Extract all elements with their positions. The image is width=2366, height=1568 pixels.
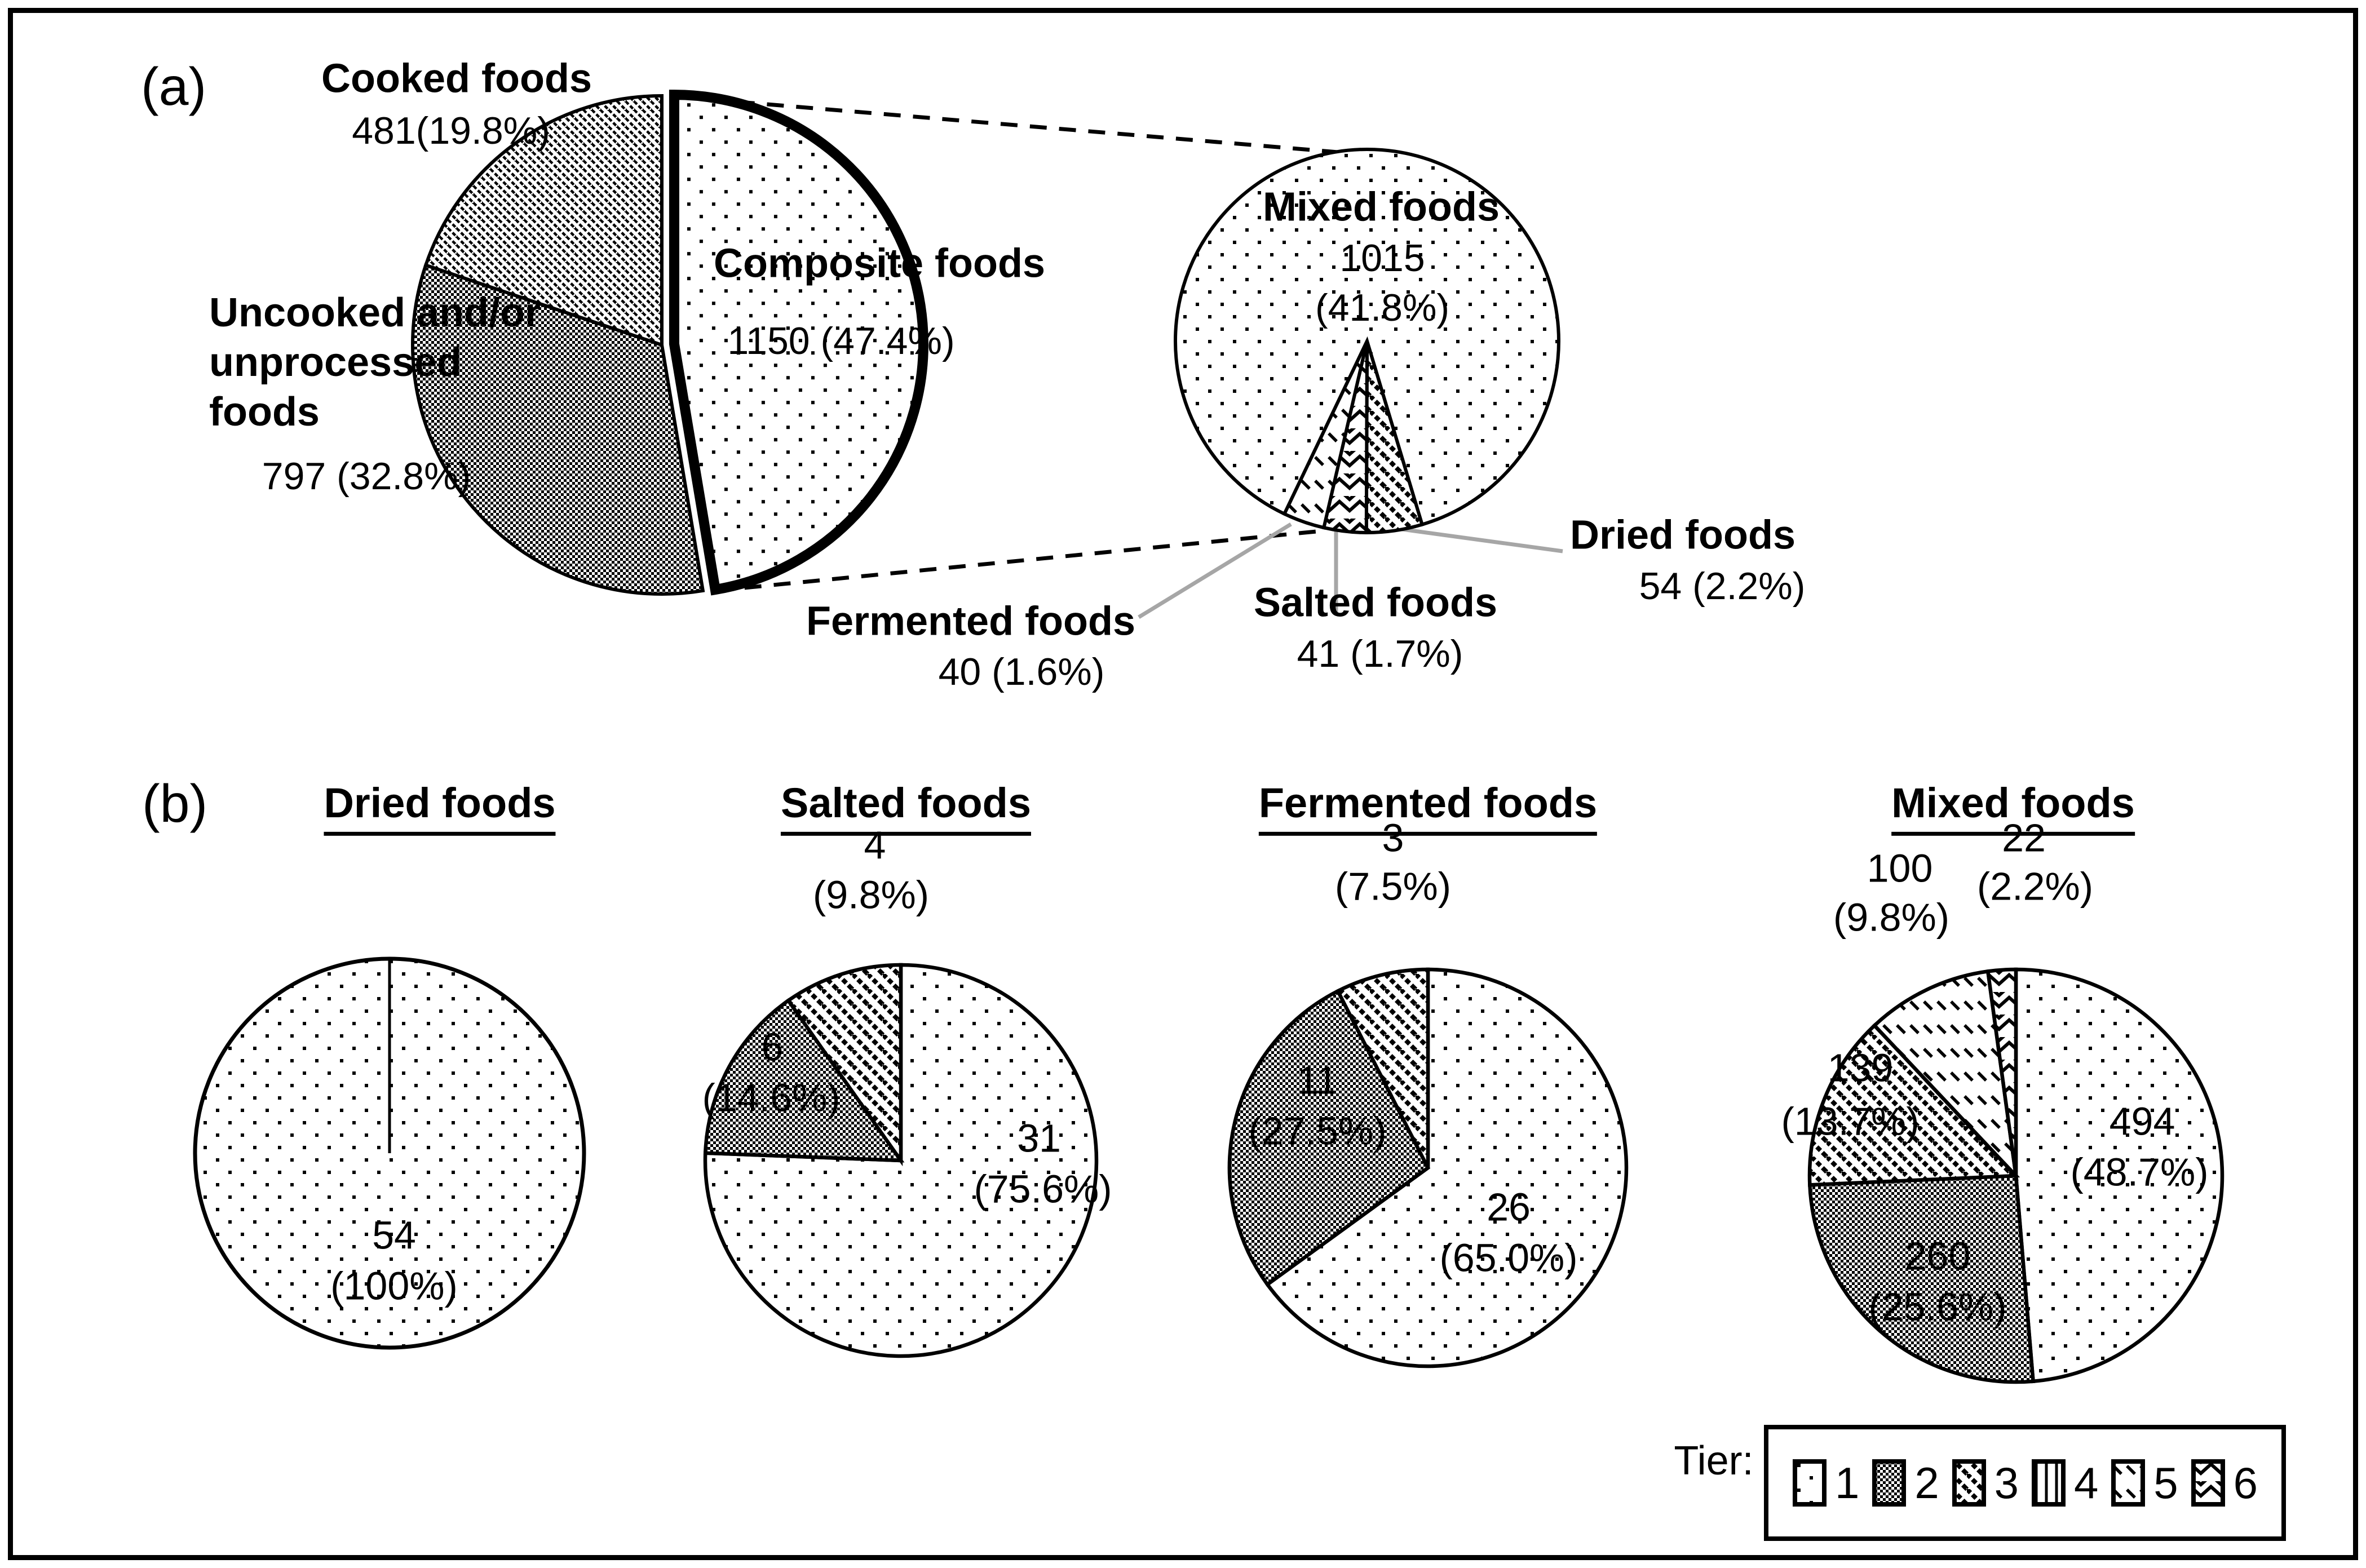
mixed-tier1-pct: (48.7%) bbox=[2070, 1150, 2209, 1194]
chart-title-fermented: Fermented foods bbox=[1258, 778, 1598, 836]
panel-b-tag: (b) bbox=[142, 774, 208, 834]
tier-legend: 1 2 3 4 5 6 bbox=[1764, 1425, 2286, 1541]
slice-salted-tier-3 bbox=[785, 963, 903, 1167]
salted-tier1-count: 31 bbox=[1017, 1116, 1061, 1161]
callout-dashed-line-bottom bbox=[715, 529, 1323, 593]
mixed-foods-pct: (41.8%) bbox=[1315, 286, 1450, 329]
salted-foods-value: 41 (1.7%) bbox=[1297, 632, 1463, 675]
salted-tier2-count: 6 bbox=[761, 1025, 784, 1069]
legend-item-tier-5: 5 bbox=[2111, 1458, 2178, 1509]
tier-2-swatch bbox=[1872, 1459, 1907, 1507]
mixed-tier2-pct: (25.6%) bbox=[1868, 1284, 2007, 1329]
legend-item-tier-1: 1 bbox=[1792, 1458, 1859, 1509]
fermented-tier1-pct: (65.0%) bbox=[1439, 1235, 1578, 1280]
slice-mixed-tier-5 bbox=[1872, 969, 2019, 1181]
mixed-foods-count: 1015 bbox=[1339, 236, 1425, 280]
salted-foods-label: Salted foods bbox=[1253, 580, 1498, 626]
composite-foods-label: Composite foods bbox=[714, 241, 1045, 286]
uncooked-foods-label: Uncooked and/or unprocessed foods bbox=[209, 289, 541, 437]
pie-mixed-tiers bbox=[1807, 967, 2225, 1384]
mixed-tier5-count: 100 bbox=[1867, 846, 1933, 891]
slice-fermented-tier-2 bbox=[1227, 988, 1431, 1287]
chart-title-mixed: Mixed foods bbox=[1891, 778, 2135, 836]
mixed-tier3-count: 139 bbox=[1827, 1046, 1894, 1090]
fermented-foods-label: Fermented foods bbox=[806, 599, 1136, 644]
cooked-foods-label: Cooked foods bbox=[321, 56, 592, 101]
legend-item-tier-4: 4 bbox=[2031, 1458, 2098, 1509]
mixed-tier5-pct: (9.8%) bbox=[1833, 895, 1950, 940]
pie-dried-tiers bbox=[193, 956, 586, 1350]
slice-overall-Composite foods bbox=[669, 90, 928, 596]
pie-fermented-tiers bbox=[1227, 967, 1629, 1368]
fermented-tier2-count: 11 bbox=[1297, 1058, 1338, 1102]
slice-fermented-tier-1 bbox=[1264, 967, 1629, 1368]
leader-line-fermented bbox=[1138, 522, 1292, 619]
fermented-tier3-count: 3 bbox=[1382, 816, 1404, 860]
slice-fermented-tier-3 bbox=[1335, 967, 1430, 1169]
figure-border bbox=[8, 8, 2358, 1560]
legend-tier-label: Tier: bbox=[1674, 1438, 1754, 1483]
callout-dashed-line-top bbox=[679, 95, 1352, 156]
dried-foods-label: Dried foods bbox=[1569, 512, 1796, 558]
uncooked-foods-label-line1: Uncooked and/or bbox=[209, 290, 541, 335]
dried-tier1-pct: (100%) bbox=[330, 1264, 458, 1308]
slice-mixed-tier-6 bbox=[1985, 967, 2018, 1176]
tier-5-swatch bbox=[2111, 1459, 2146, 1507]
legend-item-tier-3: 3 bbox=[1952, 1458, 2019, 1509]
fermented-tier1-count: 26 bbox=[1487, 1185, 1531, 1229]
tier-6-swatch bbox=[2191, 1459, 2225, 1507]
chart-title-dried: Dried foods bbox=[324, 778, 556, 836]
slice-mixed-tier-2 bbox=[1807, 1173, 2036, 1384]
dried-tier1-count: 54 bbox=[372, 1213, 416, 1257]
slice-mixed-tier-1 bbox=[2014, 967, 2225, 1384]
slice-salted-tier-2 bbox=[703, 998, 905, 1163]
tier-2-label: 2 bbox=[1914, 1458, 1939, 1508]
uncooked-foods-label-line3: foods bbox=[209, 389, 320, 435]
mixed-foods-label: Mixed foods bbox=[1262, 184, 1500, 230]
tier-5-label: 5 bbox=[2153, 1458, 2178, 1508]
slice-overall-Cooked foods bbox=[423, 94, 664, 348]
slice-overall-Uncooked and/or unprocessed foods bbox=[411, 263, 705, 596]
mixed-tier6-count: 22 bbox=[2002, 816, 2046, 860]
mixed-tier6-pct: (2.2%) bbox=[1976, 864, 2094, 909]
tier-6-label: 6 bbox=[2233, 1458, 2258, 1508]
slice-composite-breakdown-Mixed foods bbox=[1174, 148, 1560, 527]
pie-overall bbox=[411, 90, 928, 596]
tier-3-swatch bbox=[1952, 1459, 1986, 1507]
tier-4-swatch bbox=[2031, 1459, 2066, 1507]
leader-line-dried bbox=[1381, 524, 1563, 553]
cooked-foods-value: 481(19.8%) bbox=[352, 109, 550, 152]
legend-item-tier-6: 6 bbox=[2191, 1458, 2258, 1509]
mixed-tier2-count: 260 bbox=[1904, 1234, 1971, 1278]
chart-title-salted: Salted foods bbox=[780, 778, 1032, 836]
tier-1-swatch bbox=[1793, 1459, 1827, 1507]
salted-tier3-pct: (9.8%) bbox=[812, 872, 930, 917]
fermented-tier3-pct: (7.5%) bbox=[1334, 864, 1452, 909]
legend-item-tier-2: 2 bbox=[1872, 1458, 1939, 1509]
tier-1-label: 1 bbox=[1835, 1458, 1860, 1508]
salted-tier2-pct: (14.6%) bbox=[702, 1075, 841, 1120]
tier-3-label: 3 bbox=[1994, 1458, 2019, 1508]
slice-salted-tier-1 bbox=[703, 963, 1099, 1358]
dried-foods-value: 54 (2.2%) bbox=[1639, 564, 1806, 608]
pie-composite-breakdown bbox=[1174, 148, 1560, 535]
pie-salted-tiers bbox=[703, 963, 1099, 1358]
tier-4-label: 4 bbox=[2073, 1458, 2099, 1508]
mixed-tier3-pct: (13.7%) bbox=[1781, 1099, 1920, 1144]
composite-foods-value: 1150 (47.4%) bbox=[727, 319, 955, 362]
fermented-tier2-pct: (27.5%) bbox=[1248, 1109, 1387, 1153]
salted-tier3-count: 4 bbox=[864, 823, 886, 867]
salted-tier1-pct: (75.6%) bbox=[974, 1167, 1112, 1211]
slice-mixed-tier-3 bbox=[1807, 1022, 2020, 1187]
uncooked-foods-value: 797 (32.8%) bbox=[262, 454, 471, 498]
uncooked-foods-label-line2: unprocessed bbox=[209, 339, 462, 385]
panel-a-tag: (a) bbox=[141, 57, 207, 117]
fermented-foods-value: 40 (1.6%) bbox=[938, 650, 1105, 693]
mixed-tier1-count: 494 bbox=[2109, 1099, 2175, 1144]
